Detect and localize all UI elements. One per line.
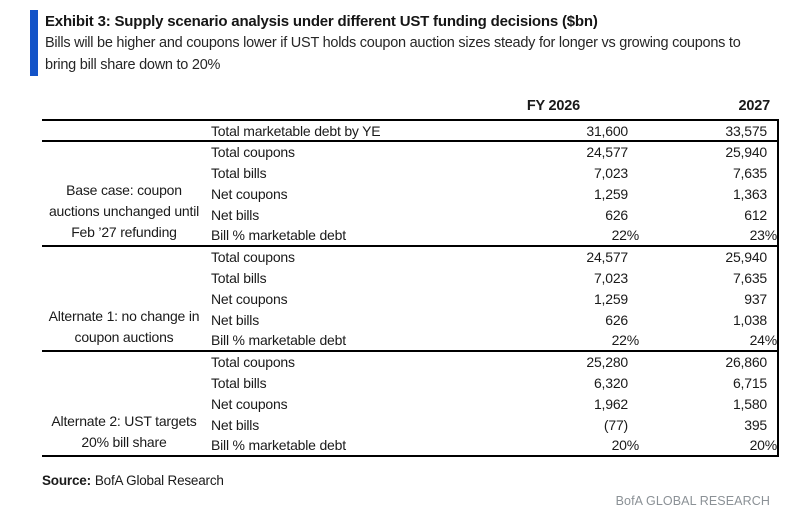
row-value-fy2026: 31,600 (586, 122, 628, 139)
exhibit-subtitle: Bills will be higher and coupons lower i… (45, 35, 741, 73)
table-row: Total bills 7,023 7,635 (42, 267, 779, 288)
scenario-line: coupon auctions (74, 329, 174, 345)
row-label: Bill % marketable debt (211, 227, 346, 243)
table-row: Net bills 626 1,038 (42, 309, 779, 330)
exhibit-header: Exhibit 3: Supply scenario analysis unde… (30, 10, 747, 76)
row-label: Net coupons (211, 395, 288, 412)
table-row: Bill % marketable debt 20% 20% (42, 435, 779, 456)
debt-row-section: Total marketable debt by YE 31,600 33,57… (42, 120, 779, 141)
row-value-2027: 6,715 (640, 372, 779, 393)
row-label: Total coupons (211, 249, 295, 265)
row-value-2027: 26,860 (640, 351, 779, 372)
row-value-fy2026: 24,577 (586, 249, 628, 265)
section-alternate-2: Alternate 2: UST targets 20% bill share … (42, 351, 779, 456)
row-label: Bill % marketable debt (211, 437, 346, 453)
table-row: Net coupons 1,259 1,363 (42, 183, 779, 204)
scenario-line: Alternate 1: no change in (48, 308, 200, 324)
row-value-2027: 20% (640, 435, 779, 456)
row-value-fy2026: 626 (605, 311, 628, 328)
row-value-fy2026: 1,259 (593, 290, 628, 307)
row-value-fy2026: 25,280 (586, 354, 628, 370)
header-spacer (42, 94, 440, 120)
scenario-line: Base case: coupon (66, 182, 182, 198)
row-value-fy2026: 1,259 (593, 185, 628, 202)
source-label: Source: (42, 473, 91, 488)
scenario-line: Feb ’27 refunding (71, 224, 177, 240)
row-label: Net bills (211, 416, 259, 433)
table-row: Net coupons 1,962 1,580 (42, 393, 779, 414)
table-header: FY 2026 2027 (42, 94, 778, 120)
row-value-2027: 1,038 (640, 309, 779, 330)
row-value-2027: 25,940 (640, 246, 779, 267)
scenario-label: Base case: coupon auctions unchanged unt… (42, 141, 208, 246)
table-row: Net coupons 1,259 937 (42, 288, 779, 309)
source-line: Source: BofA Global Research (42, 473, 224, 488)
section-base-case: Base case: coupon auctions unchanged unt… (42, 141, 779, 246)
row-value-2027: 937 (640, 288, 779, 309)
scenario-label: Alternate 2: UST targets 20% bill share (42, 351, 208, 456)
table-row: Alternate 1: no change in coupon auction… (42, 246, 779, 345)
row-value-2027: 1,580 (640, 393, 779, 414)
row-value-2027: 1,363 (640, 183, 779, 204)
table-row: Bill % marketable debt 22% 24% (42, 330, 779, 351)
scenario-label: Alternate 1: no change in coupon auction… (42, 246, 208, 351)
row-label: Net coupons (211, 185, 288, 202)
source-text: BofA Global Research (94, 473, 224, 488)
row-label: Bill % marketable debt (211, 332, 346, 348)
row-label: Total bills (211, 269, 267, 286)
exhibit-title: Exhibit 3: Supply scenario analysis unde… (45, 13, 598, 30)
table-row: Net bills 626 612 (42, 204, 779, 225)
row-label: Total bills (211, 164, 267, 181)
row-label: Net bills (211, 206, 259, 223)
scenario-line: auctions unchanged until (48, 203, 200, 219)
row-value-fy2026: 7,023 (593, 164, 628, 181)
col-header-2027: 2027 (738, 98, 771, 114)
scenario-line: 20% bill share (81, 434, 167, 450)
section-alternate-1: Alternate 1: no change in coupon auction… (42, 246, 779, 351)
row-value-fy2026: (77) (603, 416, 628, 433)
table-row: Total bills 6,320 6,715 (42, 372, 779, 393)
table-header-row: FY 2026 2027 (42, 94, 778, 120)
row-value-2027: 395 (640, 414, 779, 435)
exhibit-header-text: Exhibit 3: Supply scenario analysis unde… (45, 10, 747, 76)
row-value-fy2026: 20% (611, 437, 640, 453)
scenario-line: Alternate 2: UST targets (51, 413, 197, 429)
row-value-fy2026: 626 (605, 206, 628, 223)
row-label: Net coupons (211, 290, 288, 307)
row-value-fy2026: 6,320 (593, 374, 628, 391)
table-row: Base case: coupon auctions unchanged unt… (42, 141, 779, 240)
row-value-2027: 612 (640, 204, 779, 225)
row-value-fy2026: 22% (611, 227, 640, 243)
table-row: Alternate 2: UST targets 20% bill share … (42, 351, 779, 450)
table-row: Total marketable debt by YE 31,600 33,57… (42, 120, 779, 141)
row-label: Net bills (211, 311, 259, 328)
row-label: Total bills (211, 374, 267, 391)
table-row: Total bills 7,023 7,635 (42, 162, 779, 183)
exhibit-accent-bar (30, 10, 38, 76)
table-row: Net bills (77) 395 (42, 414, 779, 435)
row-label: Total coupons (211, 144, 295, 160)
table-row: Bill % marketable debt 22% 23% (42, 225, 779, 246)
row-value-2027: 23% (640, 225, 779, 246)
row-label: Total coupons (211, 354, 295, 370)
row-value-fy2026: 1,962 (593, 395, 628, 412)
supply-scenario-table: FY 2026 2027 Total marketable debt by YE… (42, 94, 779, 457)
row-value-fy2026: 7,023 (593, 269, 628, 286)
row-value-2027: 33,575 (640, 120, 779, 141)
row-value-2027: 7,635 (640, 267, 779, 288)
row-value-fy2026: 22% (611, 332, 640, 348)
row-value-2027: 25,940 (640, 141, 779, 162)
row-value-2027: 24% (640, 330, 779, 351)
col-header-fy2026: FY 2026 (526, 98, 580, 114)
row-value-2027: 7,635 (640, 162, 779, 183)
scenario-spacer (42, 120, 208, 141)
brand-footer: BofA GLOBAL RESEARCH (615, 494, 770, 508)
row-label: Total marketable debt by YE (211, 122, 381, 139)
row-value-fy2026: 24,577 (586, 144, 628, 160)
